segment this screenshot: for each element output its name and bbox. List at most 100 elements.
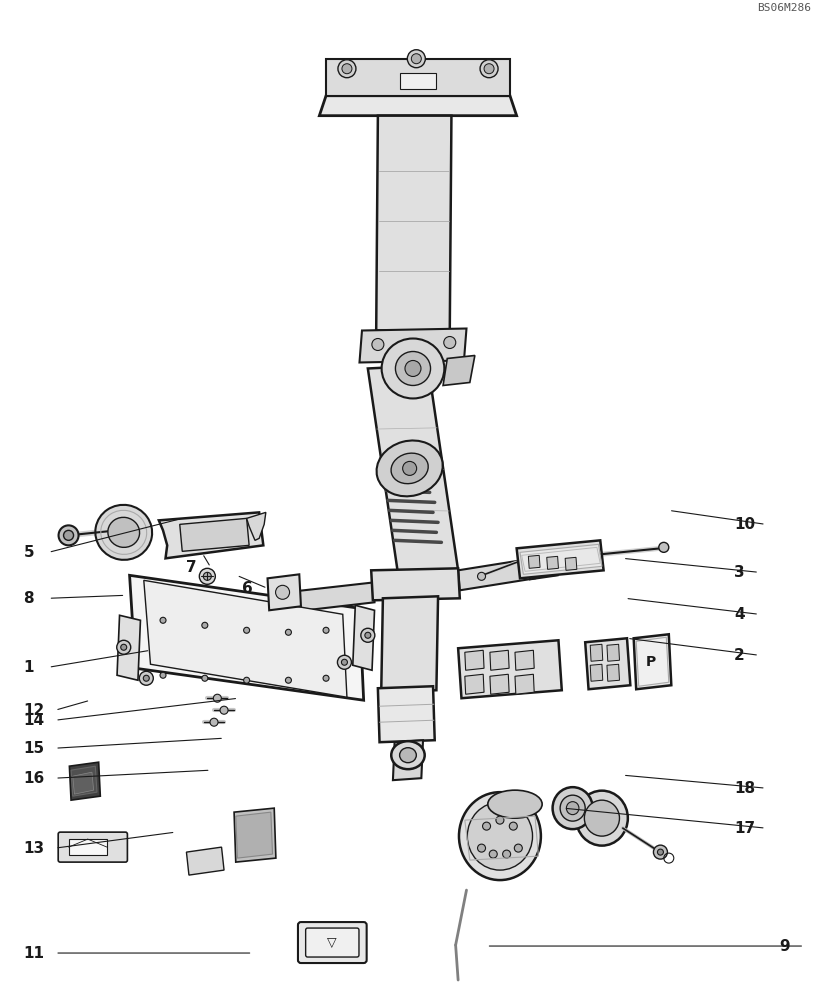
Circle shape <box>514 844 522 852</box>
Polygon shape <box>465 674 484 694</box>
Circle shape <box>140 671 153 685</box>
Circle shape <box>199 568 216 584</box>
Ellipse shape <box>381 339 445 398</box>
Polygon shape <box>528 548 558 579</box>
Text: 3: 3 <box>734 565 745 580</box>
Polygon shape <box>607 664 619 681</box>
Text: ▽: ▽ <box>327 936 337 949</box>
Polygon shape <box>73 772 94 794</box>
Circle shape <box>342 64 352 74</box>
Text: 13: 13 <box>23 841 44 856</box>
Circle shape <box>477 844 486 852</box>
Polygon shape <box>443 355 475 385</box>
Ellipse shape <box>108 517 140 547</box>
Ellipse shape <box>467 802 533 870</box>
Polygon shape <box>547 556 558 569</box>
Circle shape <box>160 617 166 623</box>
Polygon shape <box>607 644 619 661</box>
FancyBboxPatch shape <box>306 928 359 957</box>
Circle shape <box>338 655 351 669</box>
Circle shape <box>338 60 356 78</box>
Polygon shape <box>371 568 460 600</box>
Polygon shape <box>490 674 509 694</box>
Circle shape <box>120 644 127 650</box>
Ellipse shape <box>400 748 416 763</box>
Circle shape <box>535 555 548 569</box>
Circle shape <box>509 822 517 830</box>
Polygon shape <box>71 766 97 796</box>
Polygon shape <box>69 762 100 800</box>
Text: 4: 4 <box>734 607 745 622</box>
Text: 8: 8 <box>23 591 34 606</box>
Circle shape <box>210 718 218 726</box>
Circle shape <box>484 64 494 74</box>
FancyBboxPatch shape <box>59 832 127 862</box>
Polygon shape <box>515 650 534 670</box>
Polygon shape <box>117 615 140 680</box>
Circle shape <box>407 50 426 68</box>
Polygon shape <box>353 605 375 670</box>
Text: 7: 7 <box>186 560 196 575</box>
Circle shape <box>372 339 384 350</box>
Text: 17: 17 <box>734 821 755 836</box>
Ellipse shape <box>395 351 431 385</box>
Circle shape <box>341 659 348 665</box>
Polygon shape <box>319 96 517 116</box>
Ellipse shape <box>576 791 628 846</box>
Circle shape <box>243 677 250 683</box>
Text: 18: 18 <box>734 781 755 796</box>
Polygon shape <box>130 575 364 700</box>
Polygon shape <box>381 596 438 692</box>
Text: BS06M286: BS06M286 <box>757 3 811 13</box>
Text: 10: 10 <box>734 517 755 532</box>
Circle shape <box>361 628 375 642</box>
Circle shape <box>213 694 222 702</box>
Polygon shape <box>368 365 458 573</box>
Ellipse shape <box>391 741 425 769</box>
Polygon shape <box>528 555 540 568</box>
Circle shape <box>285 629 292 635</box>
Circle shape <box>411 54 421 64</box>
Circle shape <box>489 850 497 858</box>
Ellipse shape <box>560 795 585 821</box>
Circle shape <box>364 632 371 638</box>
Circle shape <box>482 822 491 830</box>
Circle shape <box>323 627 329 633</box>
Circle shape <box>220 706 228 714</box>
Polygon shape <box>517 540 604 578</box>
Text: 5: 5 <box>23 545 34 560</box>
Text: P: P <box>646 655 656 669</box>
Circle shape <box>444 337 456 348</box>
Circle shape <box>477 572 486 580</box>
Polygon shape <box>520 544 602 574</box>
Circle shape <box>201 675 208 681</box>
Polygon shape <box>359 329 466 362</box>
FancyBboxPatch shape <box>298 922 367 963</box>
Polygon shape <box>393 740 423 780</box>
Text: 16: 16 <box>23 771 44 786</box>
Polygon shape <box>234 808 276 862</box>
Text: 6: 6 <box>242 581 253 596</box>
Ellipse shape <box>376 440 443 496</box>
Polygon shape <box>590 644 603 661</box>
Polygon shape <box>465 650 484 670</box>
Circle shape <box>657 849 664 855</box>
Circle shape <box>160 672 166 678</box>
Polygon shape <box>144 580 347 697</box>
Bar <box>69 839 107 855</box>
Circle shape <box>276 585 289 599</box>
Ellipse shape <box>567 802 579 815</box>
Ellipse shape <box>459 792 541 880</box>
Ellipse shape <box>487 790 542 818</box>
Circle shape <box>143 675 150 681</box>
Polygon shape <box>458 558 535 590</box>
Polygon shape <box>247 512 266 540</box>
Polygon shape <box>326 59 510 96</box>
Circle shape <box>323 675 329 681</box>
Polygon shape <box>636 637 669 686</box>
Polygon shape <box>180 518 249 551</box>
Circle shape <box>117 640 130 654</box>
Text: 15: 15 <box>23 741 44 756</box>
Ellipse shape <box>584 800 619 836</box>
Polygon shape <box>286 582 375 612</box>
